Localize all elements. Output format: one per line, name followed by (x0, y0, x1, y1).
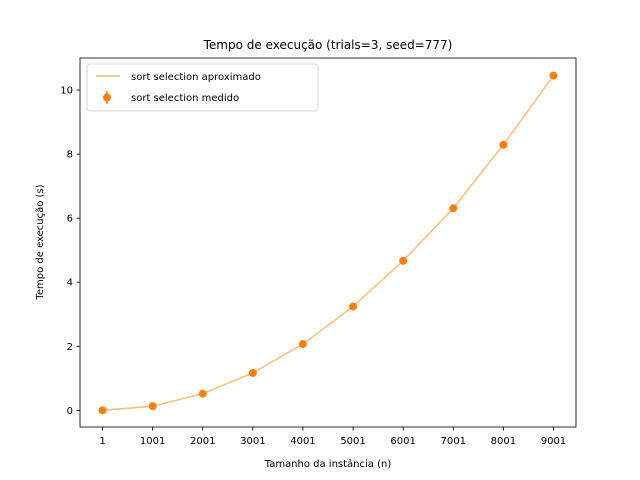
series-layer (98, 71, 558, 415)
data-point-medido (198, 389, 207, 398)
chart-title: Tempo de execução (trials=3, seed=777) (203, 38, 453, 52)
legend: sort selection aproximado sort selection… (86, 63, 319, 112)
x-tick-label: 5001 (340, 436, 365, 447)
y-tick-label: 4 (67, 278, 73, 289)
x-tick-label: 3001 (240, 436, 265, 447)
y-tick-label: 0 (67, 406, 73, 417)
x-tick-label: 1 (99, 436, 105, 447)
data-point-medido (148, 402, 157, 411)
y-tick-label: 6 (67, 214, 73, 225)
plot-area (79, 57, 577, 428)
data-point-medido (248, 368, 257, 377)
y-axis-label: Tempo de execução (s) (35, 184, 46, 300)
legend-box (86, 63, 319, 112)
x-tick-label: 4001 (290, 436, 315, 447)
y-tick-label: 8 (67, 150, 73, 161)
legend-marker-sample (103, 93, 111, 102)
data-point-medido (499, 140, 508, 149)
x-tick-label: 1001 (140, 436, 165, 447)
data-point-medido (449, 204, 458, 213)
x-tick-label: 8001 (491, 436, 516, 447)
data-point-medido (549, 71, 558, 80)
y-tick-label: 10 (60, 86, 73, 97)
x-tick-label: 7001 (441, 436, 466, 447)
legend-label-medido: sort selection medido (131, 93, 239, 104)
data-point-medido (349, 302, 358, 311)
x-tick-label: 2001 (190, 436, 215, 447)
y-axis: 0 2 4 6 8 10 (60, 86, 80, 417)
legend-errorbar-sample (103, 91, 111, 104)
x-tick-label: 6001 (390, 436, 415, 447)
legend-label-aproximado: sort selection aproximado (131, 72, 261, 83)
x-axis-label: Tamanho da instância (n) (264, 458, 392, 470)
plot-background (80, 58, 576, 427)
data-point-medido (298, 340, 307, 349)
y-tick-label: 2 (67, 342, 73, 353)
axes-frame (79, 57, 577, 428)
x-tick-label: 9001 (541, 436, 566, 447)
data-point-medido (399, 256, 408, 265)
data-point-medido (98, 406, 107, 415)
x-axis: 1 1001 2001 3001 4001 5001 6001 7001 8001 9001 (99, 427, 566, 447)
series-line-aproximado (102, 75, 555, 412)
